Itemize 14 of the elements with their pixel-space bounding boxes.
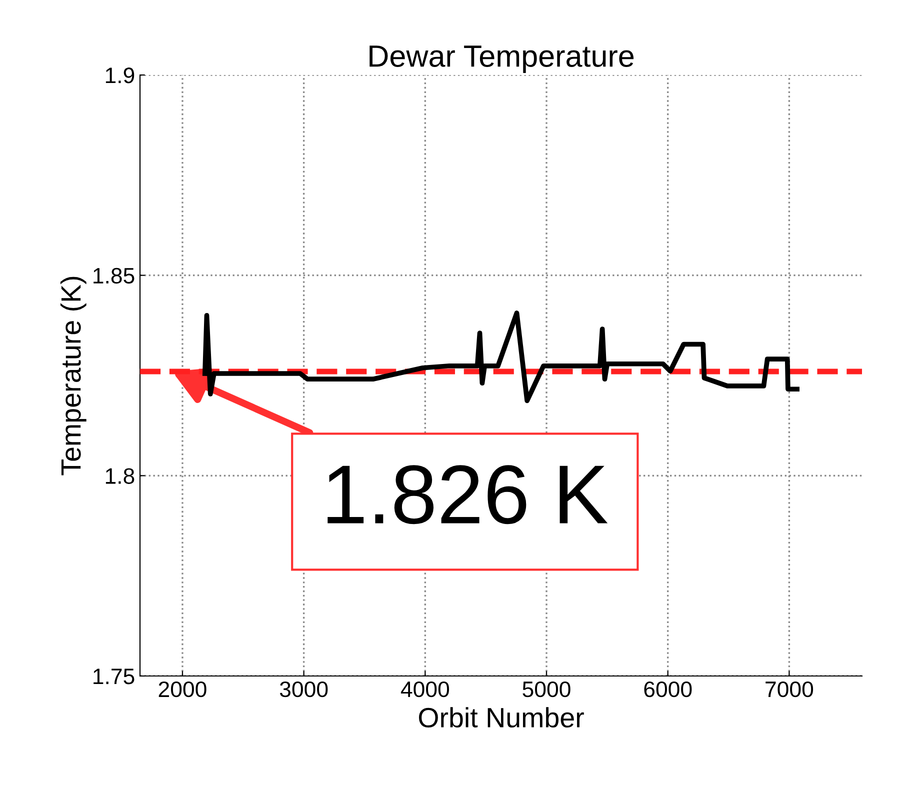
x-tick-label: 5000 (522, 681, 570, 698)
x-axis-title: Orbit Number (418, 707, 584, 728)
x-tick-label: 6000 (644, 681, 692, 698)
x-tick-label: 4000 (400, 681, 450, 698)
chart-title: Dewar Temperature (370, 46, 634, 74)
y-tick-label: 1.8 (106, 468, 134, 484)
y-tick-label: 1.85 (94, 268, 134, 284)
annotation: 1.826 K (328, 465, 608, 524)
y-axis-title: Temperature (K) (60, 276, 86, 476)
x-tick-label: 3000 (280, 681, 328, 698)
x-tick-label: 7000 (766, 681, 814, 698)
y-tick-label: 1.9 (106, 68, 134, 84)
y-tick-label: 1.75 (94, 668, 134, 684)
x-tick-label: 2000 (158, 681, 206, 698)
